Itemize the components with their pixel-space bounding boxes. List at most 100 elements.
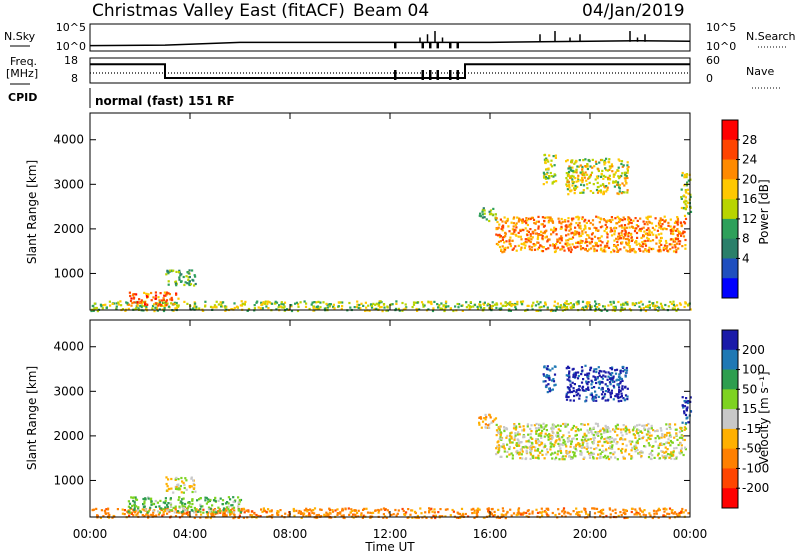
data-cell	[664, 446, 667, 449]
data-cell	[325, 302, 328, 305]
data-cell	[638, 437, 641, 440]
data-cell	[220, 305, 223, 308]
data-cell	[608, 168, 611, 171]
data-cell	[331, 509, 334, 512]
data-cell	[555, 456, 558, 459]
data-cell	[420, 512, 423, 515]
data-cell	[616, 222, 619, 225]
data-cell	[529, 448, 532, 451]
data-cell	[197, 509, 200, 512]
data-cell	[500, 438, 503, 441]
data-cell	[544, 432, 547, 435]
data-cell	[177, 483, 180, 486]
data-cell	[658, 241, 661, 245]
data-cell	[681, 507, 684, 511]
colorbar-tick-label: 50	[742, 382, 757, 396]
data-cell	[680, 435, 683, 438]
data-cell	[603, 308, 607, 311]
data-cell	[606, 240, 610, 243]
data-cell	[537, 454, 540, 457]
data-cell	[683, 412, 686, 415]
data-cell	[510, 232, 513, 235]
data-cell	[589, 221, 592, 225]
data-cell	[626, 167, 629, 170]
data-cell	[149, 498, 152, 501]
data-cell	[253, 512, 256, 515]
data-cell	[654, 430, 657, 433]
data-cell	[687, 401, 690, 405]
data-cell	[613, 230, 616, 233]
data-cell	[676, 438, 679, 441]
data-cell	[205, 496, 208, 500]
data-cell	[167, 283, 170, 286]
data-cell	[626, 243, 629, 246]
data-cell	[99, 516, 102, 519]
data-cell	[182, 512, 185, 515]
data-cell	[404, 303, 407, 306]
data-cell	[327, 514, 330, 517]
data-cell	[129, 511, 132, 514]
data-cell	[580, 183, 583, 186]
data-cell	[413, 510, 417, 513]
data-cell	[541, 453, 544, 456]
data-cell	[519, 300, 523, 303]
data-cell	[647, 436, 650, 439]
data-cell	[267, 307, 270, 310]
data-cell	[572, 437, 575, 440]
data-cell	[238, 502, 241, 506]
data-cell	[568, 370, 571, 373]
data-cell	[623, 303, 626, 306]
data-cell	[510, 452, 513, 455]
data-cell	[554, 227, 558, 231]
data-cell	[491, 213, 494, 216]
data-cell	[544, 177, 547, 180]
data-cell	[594, 241, 597, 244]
data-cell	[593, 165, 596, 168]
data-cell	[277, 513, 280, 517]
data-cell	[293, 514, 296, 517]
data-cell	[631, 226, 634, 229]
data-cell	[586, 249, 589, 253]
data-cell	[629, 440, 632, 443]
data-cell	[501, 236, 504, 239]
data-cell	[577, 392, 580, 395]
data-cell	[484, 418, 487, 421]
data-cell	[517, 235, 520, 238]
data-cell	[627, 235, 630, 238]
data-cell	[290, 309, 294, 313]
data-cell	[546, 515, 549, 518]
data-cell	[574, 226, 577, 229]
data-cell	[222, 301, 225, 304]
data-cell	[559, 424, 562, 427]
data-cell	[598, 372, 601, 375]
data-cell	[650, 222, 654, 225]
data-cell	[536, 236, 540, 239]
data-cell	[505, 240, 508, 243]
data-cell	[567, 303, 570, 306]
data-cell	[492, 420, 495, 423]
data-cell	[479, 306, 483, 309]
data-cell	[675, 446, 678, 450]
data-cell	[523, 246, 526, 250]
data-cell	[654, 437, 657, 440]
data-cell	[547, 247, 550, 250]
data-cell	[96, 514, 99, 517]
data-cell	[531, 510, 534, 513]
data-cell	[549, 434, 552, 437]
data-cell	[643, 509, 646, 512]
data-cell	[117, 303, 120, 306]
data-cell	[315, 305, 318, 308]
data-cell	[233, 306, 236, 310]
data-cell	[621, 438, 624, 441]
nsearch-label: N.Search	[746, 30, 796, 43]
data-cell	[442, 304, 445, 307]
data-cell	[525, 451, 528, 454]
data-cell	[104, 512, 107, 515]
data-cell	[594, 431, 597, 434]
data-cell	[589, 165, 592, 168]
data-cell	[175, 306, 178, 309]
data-cell	[500, 437, 503, 440]
data-cell	[549, 163, 552, 166]
data-cell	[639, 228, 642, 231]
data-cell	[544, 445, 547, 448]
